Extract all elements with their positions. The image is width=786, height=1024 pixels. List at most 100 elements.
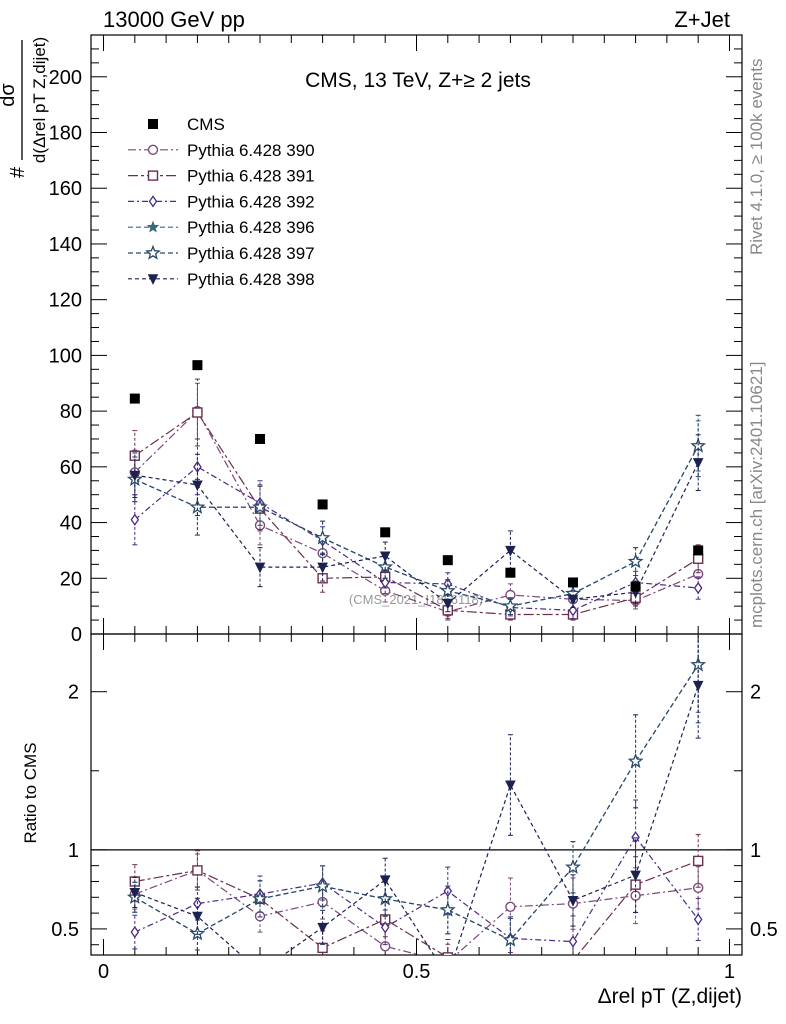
series-398-ratio-point bbox=[256, 968, 265, 977]
legend-marker bbox=[147, 144, 159, 156]
y-label-numerator: dσ bbox=[0, 83, 19, 107]
ratio-frame bbox=[90, 633, 743, 956]
series-391-point bbox=[192, 407, 203, 418]
cms-data-point bbox=[317, 499, 328, 510]
series-cms bbox=[129, 360, 704, 592]
series-398-ratio-point bbox=[192, 911, 203, 923]
series-390-ratio-point bbox=[692, 882, 704, 893]
legend-label: Pythia 6.428 396 bbox=[187, 218, 315, 237]
x-axis-label: Δrel pT (Z,dijet) bbox=[598, 985, 742, 1008]
series-392-point bbox=[193, 460, 202, 473]
y-label-denominator: d(Δrel pT Z,dijet) bbox=[30, 37, 49, 163]
legend-label: Pythia 6.428 391 bbox=[187, 167, 315, 186]
legend: CMS Pythia 6.428 390 Pythia 6.428 391 Pythi… bbox=[128, 115, 315, 289]
series-398-point bbox=[317, 562, 328, 574]
cms-data-point bbox=[693, 545, 704, 556]
ratio-tick-label: 1 bbox=[68, 840, 79, 862]
main-y-ticks: 0 20 40 60 80 100 120 140 160 180 200 bbox=[49, 34, 742, 646]
series-397-ratio bbox=[126, 634, 707, 955]
ratio-y-label: Ratio to CMS bbox=[21, 742, 40, 843]
series-397-point bbox=[627, 553, 644, 569]
y-tick-label: 20 bbox=[60, 568, 82, 590]
cms-data-point bbox=[442, 555, 453, 566]
series-392-point bbox=[693, 581, 703, 595]
series-398-ratio bbox=[129, 634, 704, 977]
series-392-ratio-point bbox=[568, 935, 578, 948]
main-series bbox=[126, 360, 707, 621]
ratio-y-ticks: 0.5 0.5 1 1 2 2 bbox=[51, 682, 778, 946]
series-396 bbox=[128, 420, 705, 615]
ratio-tick-label-right: 1 bbox=[750, 840, 761, 862]
y-tick-label: 140 bbox=[49, 234, 82, 256]
series-398-ratio-point bbox=[505, 780, 516, 792]
series-397 bbox=[126, 414, 707, 615]
y-label-hash: # bbox=[7, 166, 29, 178]
x-tick-label: 0 bbox=[98, 961, 109, 983]
series-398-ratio-point bbox=[567, 895, 579, 907]
y-tick-label: 100 bbox=[49, 345, 82, 367]
series-391-point bbox=[692, 553, 704, 564]
series-391-ratio-point bbox=[506, 962, 515, 971]
series-396-line bbox=[134, 445, 699, 607]
legend-label: Pythia 6.428 397 bbox=[187, 244, 315, 263]
series-398-point bbox=[692, 458, 704, 469]
series-397-point bbox=[439, 582, 456, 598]
main-y-label: # dσ d(Δrel pT Z,dijet) bbox=[0, 37, 49, 178]
series-398-point bbox=[567, 594, 579, 606]
legend-marker-cms bbox=[148, 119, 158, 129]
y-tick-label: 80 bbox=[60, 401, 82, 423]
y-tick-label: 160 bbox=[49, 178, 82, 200]
legend-marker bbox=[148, 195, 158, 208]
series-397-point bbox=[314, 529, 331, 545]
legend-label: Pythia 6.428 398 bbox=[187, 270, 315, 289]
legend-marker bbox=[147, 274, 159, 285]
legend-marker bbox=[146, 220, 160, 233]
chart-title: CMS, 13 TeV, Z+≥ 2 jets bbox=[305, 69, 531, 92]
main-panel: 0 20 40 60 80 100 120 140 160 180 200 CMS, 13 TeV,… bbox=[49, 34, 743, 646]
x-tick-label: 0.5 bbox=[403, 961, 431, 983]
ratio-panel: 0.5 0.51 12 2 0 0.5 1 Ratio to CMS bbox=[21, 633, 778, 983]
series-398-line bbox=[134, 462, 699, 605]
series-397-ratio-line bbox=[134, 664, 699, 941]
cms-data-point bbox=[129, 393, 140, 404]
legend-marker bbox=[147, 170, 159, 181]
series-391 bbox=[129, 378, 704, 621]
y-tick-label: 180 bbox=[49, 123, 82, 145]
series-392-ratio-point bbox=[693, 913, 703, 926]
series-397-ratio-point bbox=[252, 890, 268, 906]
y-tick-label: 40 bbox=[60, 513, 82, 535]
series-398-ratio-point bbox=[317, 922, 328, 934]
series-398-ratio-point bbox=[630, 870, 641, 882]
cms-data-point bbox=[380, 527, 391, 538]
y-tick-label: 200 bbox=[49, 67, 82, 89]
cms-data-point bbox=[630, 581, 641, 592]
series-391-ratio-point bbox=[568, 956, 577, 965]
legend-label: Pythia 6.428 392 bbox=[187, 192, 315, 211]
series-391-ratio-point bbox=[442, 952, 453, 955]
series-398-ratio-point bbox=[692, 680, 704, 692]
series-398-point bbox=[505, 545, 516, 557]
series-391-line bbox=[134, 411, 699, 616]
series-392-ratio-point bbox=[380, 921, 390, 934]
ratio-tick-label-right: 0.5 bbox=[750, 919, 778, 941]
series-398-point bbox=[129, 470, 141, 482]
series-398-point bbox=[192, 480, 203, 492]
series-397-ratio-point bbox=[690, 656, 707, 672]
ratio-series bbox=[126, 634, 707, 977]
series-397-ratio-point bbox=[439, 901, 456, 917]
cms-data-point bbox=[505, 567, 516, 578]
series-390-line bbox=[134, 410, 699, 613]
series-398-point bbox=[379, 551, 391, 563]
series-390-ratio-point bbox=[505, 901, 516, 912]
cms-data-point bbox=[567, 577, 578, 588]
ratio-tick-label-right: 2 bbox=[750, 682, 761, 704]
series-392-line bbox=[134, 466, 699, 611]
series-390 bbox=[129, 382, 704, 621]
header-right: Z+Jet bbox=[674, 7, 730, 32]
series-398-ratio-line bbox=[134, 685, 699, 955]
ratio-tick-label: 0.5 bbox=[51, 919, 79, 941]
series-397-ratio-point bbox=[565, 858, 581, 874]
series-398-point bbox=[442, 598, 454, 610]
y-tick-label: 120 bbox=[49, 290, 82, 312]
